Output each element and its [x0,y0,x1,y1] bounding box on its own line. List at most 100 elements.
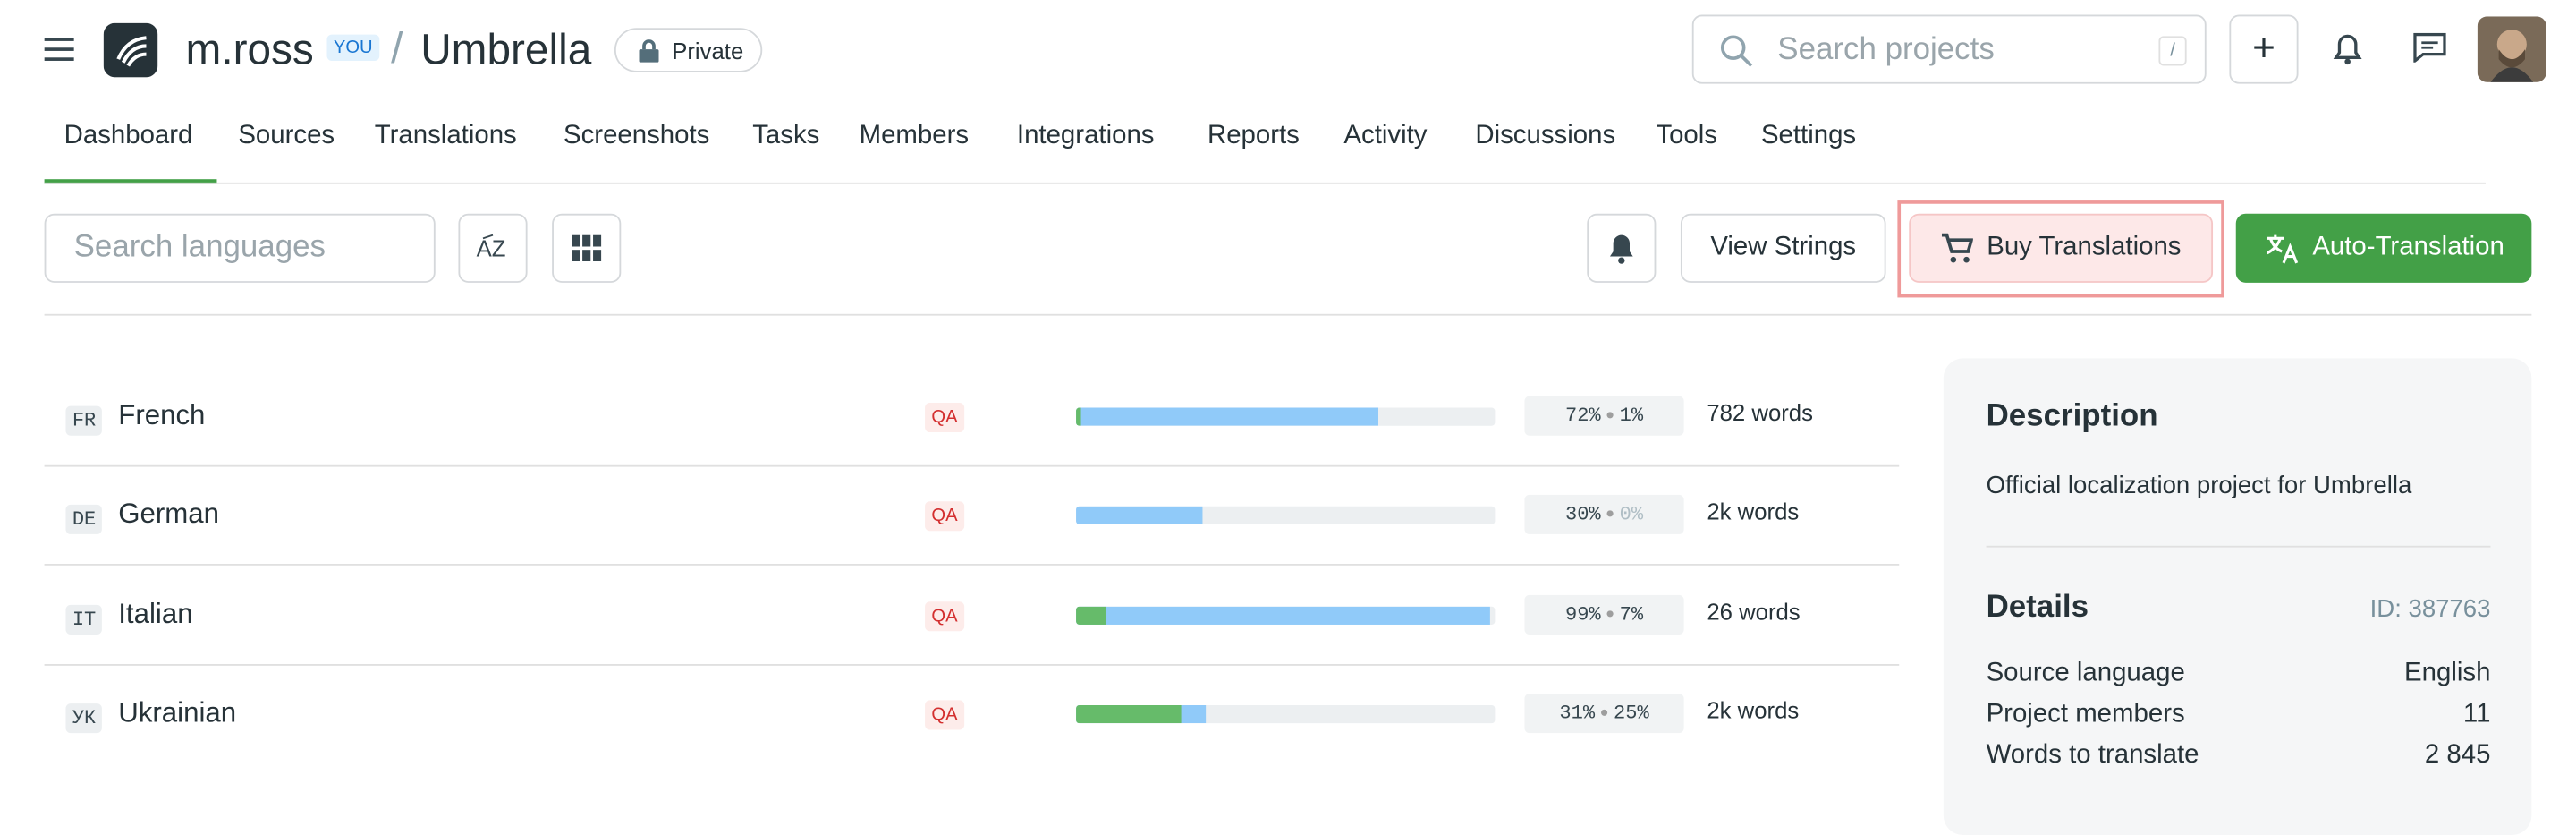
tab[interactable]: Dashboard [64,121,193,150]
divider [44,182,2486,184]
sort-icon: AZ [477,234,506,262]
panel-title: Description [1986,399,2158,434]
progress-label: 31% ● 25% [1524,693,1684,733]
project-search[interactable]: Search projects / [1691,14,2207,84]
auto-translation-button[interactable]: Auto-Translation [2235,213,2532,283]
project-name[interactable]: Umbrella [420,24,592,74]
grid-icon [572,234,602,262]
translated-label: 30% [1564,503,1601,527]
approved-bar [1076,704,1182,723]
view-strings-button[interactable]: View Strings [1680,213,1886,283]
tab[interactable]: Integrations [1016,121,1155,150]
add-button[interactable]: + [2229,14,2299,84]
approved-label: 0% [1619,503,1644,527]
language-code: DE [65,505,103,535]
progress-track [1076,507,1496,525]
language-row[interactable]: DE German QA 30% ● 0% 2k words [44,482,1900,581]
notifications-icon[interactable] [2333,33,2362,66]
menu-icon[interactable] [44,35,78,64]
divider [1986,545,2491,548]
qa-badge: QA [925,601,964,631]
dot: ● [1606,407,1615,424]
language-code: УК [65,703,103,733]
translated-label: 72% [1564,404,1601,428]
language-code: IT [65,604,103,635]
messages-icon[interactable] [2413,32,2446,63]
progress-label: 30% ● 0% [1524,495,1684,535]
active-tab-indicator [44,179,217,184]
label: Auto-Translation [2312,233,2504,262]
tab[interactable]: Tasks [752,121,820,150]
description: Official localization project for Umbrel… [1986,472,2412,500]
qa-badge: QA [925,402,964,433]
detail-value: 11 [2462,700,2491,728]
language-row[interactable]: FR French QA 72% ● 1% 782 words [44,383,1900,481]
tab[interactable]: Members [859,121,970,150]
shortcut: / [2158,36,2187,66]
you-badge: YOU [326,34,379,61]
language-search[interactable]: Search languages [44,213,436,283]
project-id: ID: 387763 [2369,594,2491,624]
translated-label: 31% [1559,702,1596,725]
row-divider [44,663,1900,666]
row-divider [44,464,1900,467]
app: m.ross YOU / Umbrella Private Search pro… [44,14,2546,779]
word-count: 2k words [1707,498,1800,525]
detail-value: English [2404,659,2491,687]
tab[interactable]: Screenshots [563,121,710,150]
bell-icon [1609,234,1633,264]
word-count: 782 words [1707,399,1813,426]
translated-label: 99% [1564,602,1601,626]
dot: ● [1599,704,1609,722]
grid-view-button[interactable] [552,213,622,283]
side-panel: Description Official localization projec… [1943,358,2532,835]
tab[interactable]: Tools [1656,121,1718,150]
approved-label: 25% [1614,702,1649,725]
word-count: 26 words [1707,597,1801,625]
avatar[interactable] [2477,16,2546,82]
qa-badge: QA [925,700,964,730]
logo[interactable] [103,22,158,78]
visibility: Private [672,38,744,64]
approved-label: 1% [1619,404,1644,428]
progress-track [1076,704,1496,723]
tab[interactable]: Discussions [1475,121,1616,150]
tab[interactable]: Activity [1343,121,1428,150]
qa-badge: QA [925,501,964,532]
language-name: Ukrainian [118,696,237,728]
tab[interactable]: Settings [1760,121,1857,150]
approved-bar [1076,605,1106,625]
search-placeholder: Search projects [1777,32,1995,68]
page: m.ross YOU / Umbrella Private Search pro… [44,14,2546,779]
search-icon [1720,35,1753,67]
buy-translations-button[interactable]: Buy Translations [1909,213,2214,283]
cart-icon [1942,233,1974,263]
highlight-outline [1897,200,2224,298]
language-name: German [118,498,220,530]
detail-label: Project members [1986,700,2185,728]
progress-label: 99% ● 7% [1524,594,1684,635]
detail-label: Source language [1986,659,2185,687]
svg-text:AZ: AZ [477,237,506,262]
word-count: 2k words [1707,696,1800,723]
label: Buy Translations [1987,233,2182,262]
progress-track [1076,605,1496,625]
tab[interactable]: Sources [238,121,335,150]
translate-icon [2266,234,2298,264]
tab[interactable]: Reports [1207,121,1300,150]
alert-button[interactable] [1587,213,1657,283]
detail-label: Words to translate [1986,741,2199,770]
progress-label: 72% ● 1% [1524,396,1684,436]
detail-value: 2 845 [2424,741,2491,770]
tab[interactable]: Translations [374,121,517,150]
sort-button[interactable]: AZ [458,213,528,283]
user-name[interactable]: m.ross [185,24,314,74]
language-row[interactable]: УК Ukrainian QA 31% ● 25% 2k words [45,680,1900,779]
lock-icon [639,39,659,63]
separator: / [391,22,403,72]
language-name: Italian [118,597,193,629]
divider [44,313,2532,316]
progress-track [1076,407,1496,426]
language-name: French [118,399,206,431]
language-row[interactable]: IT Italian QA 99% ● 7% 26 words [44,581,1900,679]
